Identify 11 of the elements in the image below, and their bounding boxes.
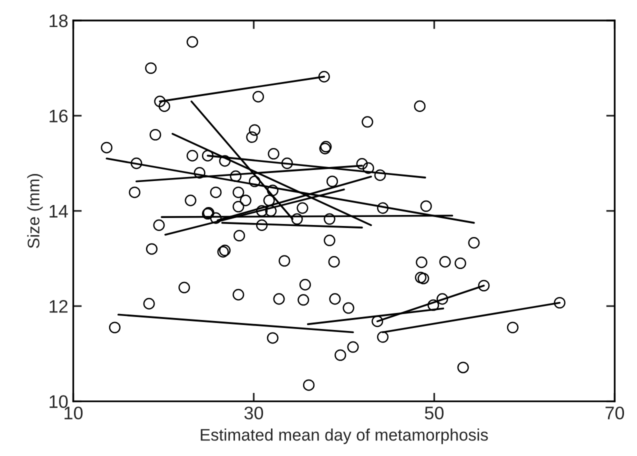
y-tick-label: 18 xyxy=(50,14,68,28)
x-tick-label: 30 xyxy=(244,406,264,420)
x-axis-title: Estimated mean day of metamorphosis xyxy=(200,428,488,444)
x-tick-label: 70 xyxy=(606,406,624,420)
y-tick-label: 10 xyxy=(50,395,68,408)
x-tick-label: 10 xyxy=(64,406,83,420)
y-tick-label: 12 xyxy=(50,300,68,313)
y-tick-label: 16 xyxy=(50,110,68,122)
y-tick-label: 14 xyxy=(50,205,68,218)
x-tick-label: 50 xyxy=(424,406,444,420)
y-axis-title: Size (mm) xyxy=(27,174,43,248)
